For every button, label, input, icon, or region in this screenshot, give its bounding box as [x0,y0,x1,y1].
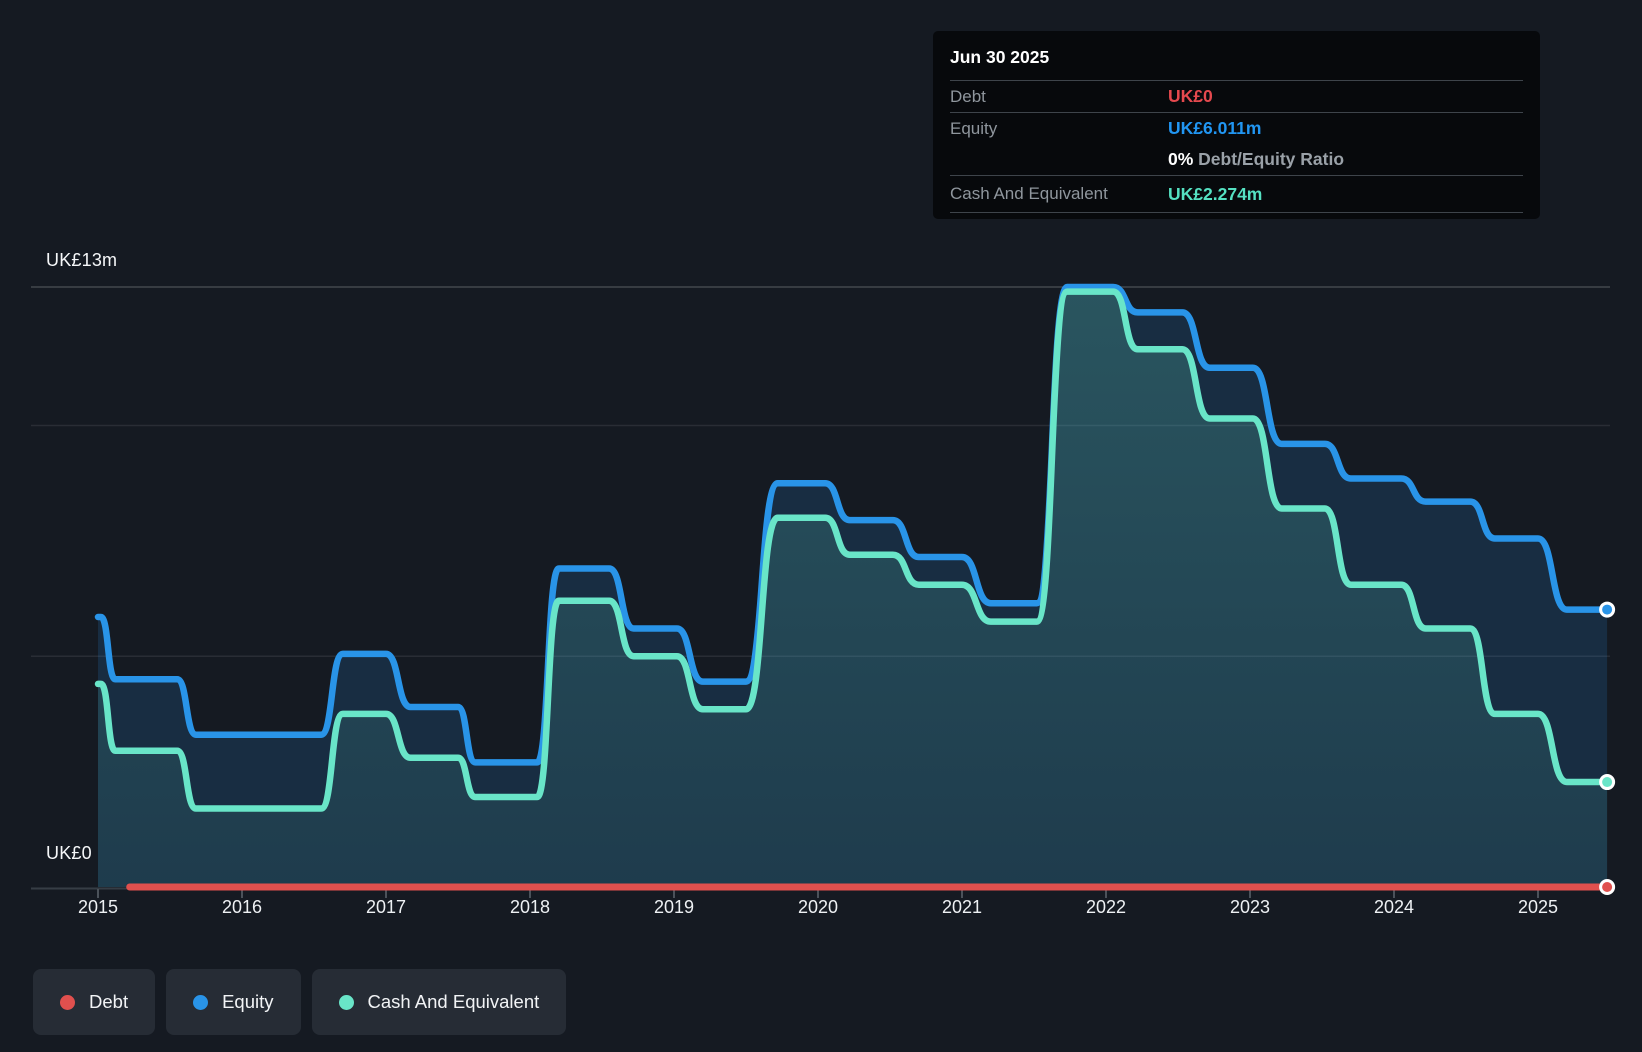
x-axis-label-2023: 2023 [1229,897,1271,917]
x-axis-label-2024: 2024 [1373,897,1415,917]
tooltip-debt-label: Debt [950,86,986,106]
x-axis-label-2017: 2017 [365,897,407,917]
legend-item-label: Equity [222,991,274,1012]
x-axis-label-2018: 2018 [509,897,551,917]
tooltip-divider [950,112,1523,113]
tooltip-debt-value: UK£0 [1168,86,1213,106]
equity-endpoint-marker [1599,601,1616,618]
tooltip-divider [950,212,1523,213]
legend-item-label: Cash And Equivalent [367,991,540,1012]
tooltip-row-ratio: 0% Debt/Equity Ratio [950,144,1523,175]
y-axis-label-zero: UK£0 [46,843,92,863]
legend-item-equity[interactable]: Equity [166,969,301,1035]
x-axis-label-2020: 2020 [797,897,839,917]
equity-line [94,283,1611,766]
cash-area-fill [98,291,1608,888]
tooltip-cash-label: Cash And Equivalent [950,184,1108,203]
tooltip-cash-value: UK£2.274m [1168,183,1263,204]
tooltip-ratio: 0% Debt/Equity Ratio [1168,149,1344,170]
equity-legend-dot-icon [193,994,209,1010]
x-axis-label-2015: 2015 [77,897,119,917]
cash-line [94,288,1611,812]
chart-tooltip: Jun 30 2025 Debt UK£0 Equity UK£6.011m 0… [933,31,1540,219]
x-axis-label-2016: 2016 [221,897,263,917]
cash-legend-dot-icon [338,994,354,1010]
x-axis-label-2022: 2022 [1085,897,1127,917]
tooltip-row-debt: Debt UK£0 [950,81,1523,112]
legend-item-cash[interactable]: Cash And Equivalent [311,969,567,1035]
tooltip-equity-label: Equity [950,118,998,138]
legend-item-label: Debt [89,991,129,1012]
x-axis-label-2021: 2021 [941,897,983,917]
tooltip-row-equity: Equity UK£6.011m [950,113,1523,144]
tooltip-ratio-label: Debt/Equity Ratio [1198,149,1345,169]
x-axis-label-2025: 2025 [1517,897,1559,917]
tooltip-equity-value: UK£6.011m [1168,118,1262,138]
chart-legend: Debt Equity Cash And Equivalent [33,969,567,1035]
x-axis-label-2019: 2019 [653,897,695,917]
y-axis-label-max: UK£13m [46,250,118,270]
tooltip-divider [950,80,1523,81]
debt-endpoint-marker [1599,879,1616,895]
tooltip-ratio-value: 0% [1168,149,1194,169]
debt-legend-dot-icon [60,994,75,1010]
legend-item-debt[interactable]: Debt [33,969,156,1035]
tooltip-date: Jun 30 2025 [950,47,1050,67]
tooltip-divider [950,175,1523,176]
tooltip-row-cash: Cash And Equivalent UK£2.274m [950,176,1523,212]
cash-endpoint-marker [1599,774,1616,791]
